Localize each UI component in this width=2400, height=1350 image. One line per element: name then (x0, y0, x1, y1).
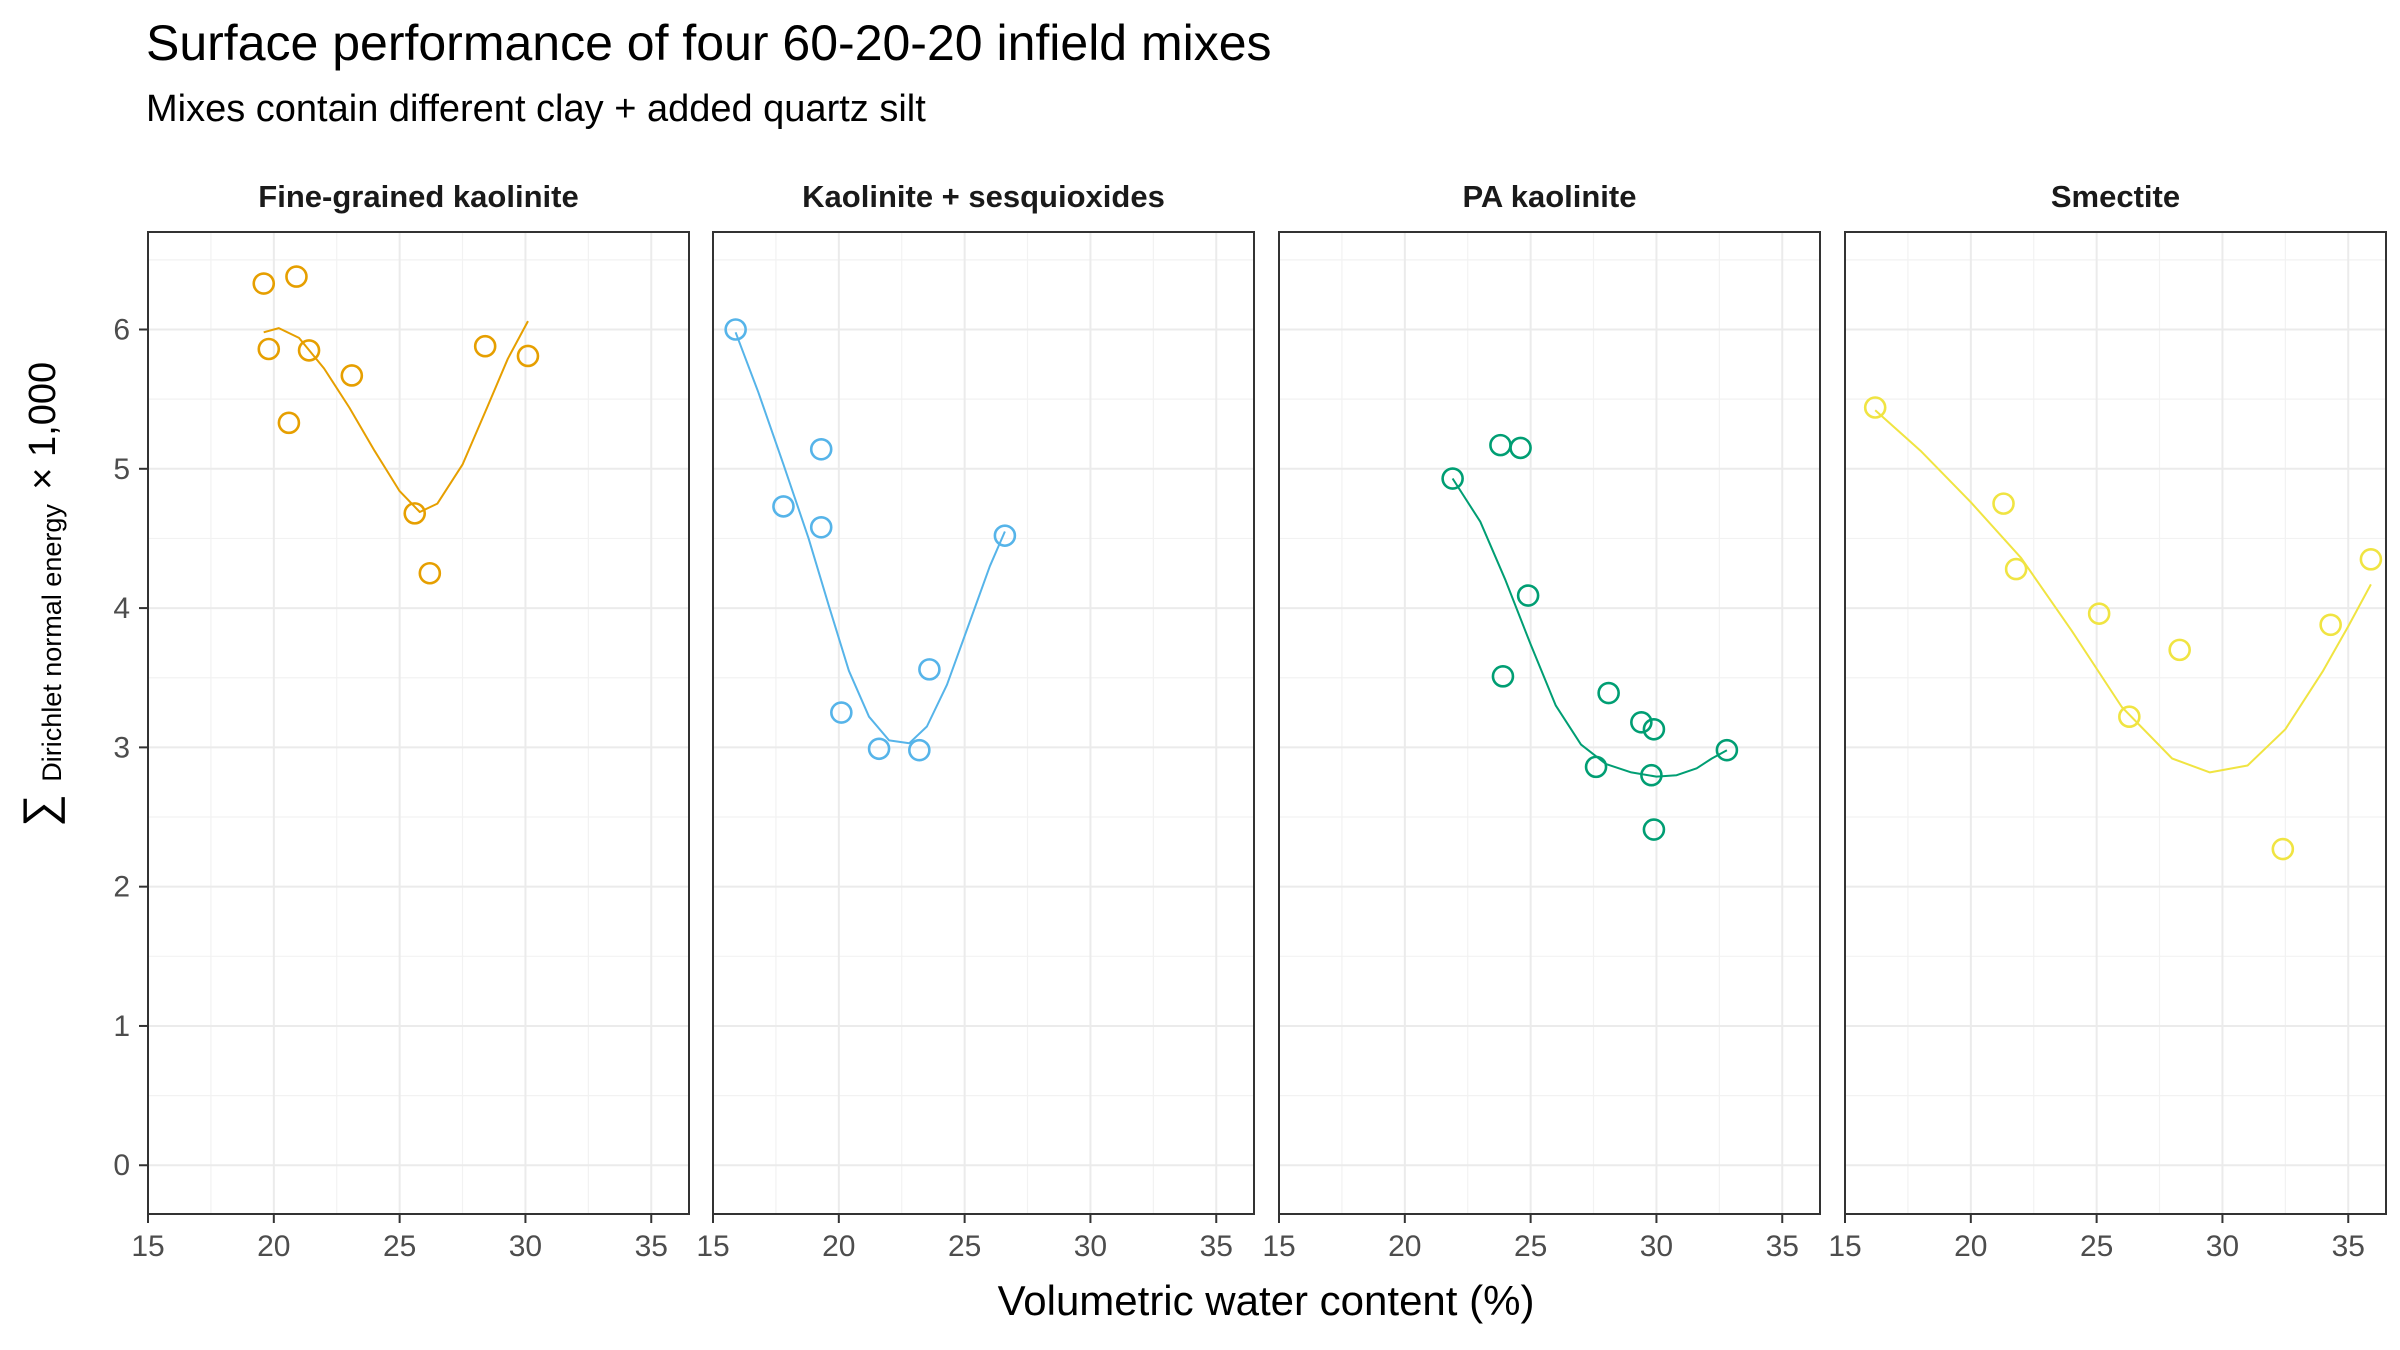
fit-curve (1874, 409, 2372, 774)
y-axis-title-symbol: ∑ (13, 794, 65, 827)
data-point (993, 524, 1017, 547)
data-point (403, 502, 427, 525)
data-point (2359, 548, 2383, 571)
x-tick-label: 20 (1954, 1230, 1987, 1263)
data-point (809, 515, 833, 539)
data-point (1630, 711, 1653, 734)
panel-border (1278, 231, 1821, 1215)
x-tick-label: 35 (635, 1230, 668, 1263)
y-tick-label: 1 (113, 1010, 130, 1043)
y-axis-title-subscript: Dirichlet normal energy (37, 504, 67, 782)
data-point (867, 737, 891, 761)
x-tick-label: 35 (1200, 1230, 1233, 1263)
data-point (252, 272, 276, 295)
data-point (1516, 584, 1540, 607)
x-tick-label: 25 (948, 1230, 981, 1263)
x-tick-label: 20 (822, 1230, 855, 1263)
x-tick-label: 25 (2080, 1230, 2113, 1263)
x-tick-label: 15 (1262, 1230, 1295, 1263)
data-point (277, 411, 301, 435)
data-point (1441, 467, 1464, 490)
data-point (2004, 557, 2028, 581)
data-point (2168, 638, 2191, 662)
fit-curve (263, 320, 529, 513)
y-tick-label: 0 (113, 1149, 130, 1182)
x-tick-label: 25 (1514, 1230, 1547, 1263)
data-point (340, 364, 364, 387)
x-tick-label: 25 (383, 1230, 416, 1263)
data-point (1640, 763, 1663, 787)
y-tick-label: 2 (113, 871, 130, 904)
x-tick-label: 30 (2206, 1230, 2239, 1263)
facet-strip-label: Smectite (2051, 179, 2180, 214)
y-tick-label: 6 (113, 314, 130, 347)
x-tick-label: 15 (1828, 1230, 1861, 1263)
x-tick-label: 20 (257, 1230, 290, 1263)
data-point (2118, 705, 2141, 729)
fit-curve (734, 331, 1006, 745)
data-point (724, 318, 747, 341)
data-point (2271, 837, 2295, 861)
y-axis-title: ∑ Dirichlet normal energy × 1,000 (13, 362, 67, 827)
x-tick-label: 15 (696, 1230, 729, 1263)
panel-border (712, 231, 1255, 1215)
x-tick-label: 35 (2332, 1230, 2365, 1263)
data-point (257, 337, 281, 361)
data-point (2087, 602, 2111, 625)
facets-layer: Fine-grained kaolinite 15 20 25 30 35 0 1 2 3 4 5 6 K… (113, 179, 2387, 1263)
facet-strip-label: Fine-grained kaolinite (258, 179, 578, 214)
data-point (908, 738, 931, 762)
chart-subtitle: Mixes contain different clay + added qua… (146, 88, 926, 130)
data-point (1597, 681, 1620, 705)
data-point (1584, 755, 1608, 779)
data-point (1642, 717, 1666, 741)
facet-panel: Fine-grained kaolinite 15 20 25 30 35 0 1 2 3 4 5 6 (113, 179, 690, 1263)
data-point (1642, 818, 1666, 841)
data-point (809, 437, 833, 461)
facet-panel: Smectite 15 20 25 30 35 (1828, 179, 2387, 1263)
panel-border (147, 231, 690, 1215)
x-tick-label: 30 (509, 1230, 542, 1263)
x-tick-label: 20 (1388, 1230, 1421, 1263)
x-tick-label: 30 (1640, 1230, 1673, 1263)
x-axis-title: Volumetric water content (%) (998, 1277, 1535, 1324)
facet-strip-label: Kaolinite + sesquioxides (802, 179, 1165, 214)
data-point (1863, 396, 1887, 419)
data-point (918, 658, 941, 681)
x-tick-label: 35 (1766, 1230, 1799, 1263)
y-tick-label: 3 (113, 731, 130, 764)
data-point (516, 344, 540, 368)
data-point (2319, 613, 2342, 637)
fit-curve (1451, 477, 1728, 778)
data-point (1509, 436, 1532, 460)
chart-title: Surface performance of four 60-20-20 inf… (146, 15, 1272, 71)
data-point (1992, 492, 2015, 515)
x-tick-label: 15 (131, 1230, 164, 1263)
data-point (285, 265, 308, 288)
data-point (772, 495, 795, 518)
x-tick-label: 30 (1074, 1230, 1107, 1263)
facet-strip-label: PA kaolinite (1463, 179, 1637, 214)
y-tick-label: 4 (113, 592, 130, 625)
data-point (830, 701, 853, 724)
data-point (1489, 433, 1512, 457)
y-tick-label: 5 (113, 453, 130, 486)
data-point (297, 339, 321, 362)
facet-panel: PA kaolinite 15 20 25 30 35 (1262, 179, 1821, 1263)
data-point (1715, 738, 1739, 762)
data-point (473, 334, 497, 358)
panel-border (1844, 231, 2387, 1215)
data-point (1491, 665, 1515, 688)
y-axis-title-suffix: × 1,000 (22, 362, 64, 490)
facet-panel: Kaolinite + sesquioxides 15 20 25 30 35 (696, 179, 1255, 1263)
data-point (418, 561, 442, 585)
